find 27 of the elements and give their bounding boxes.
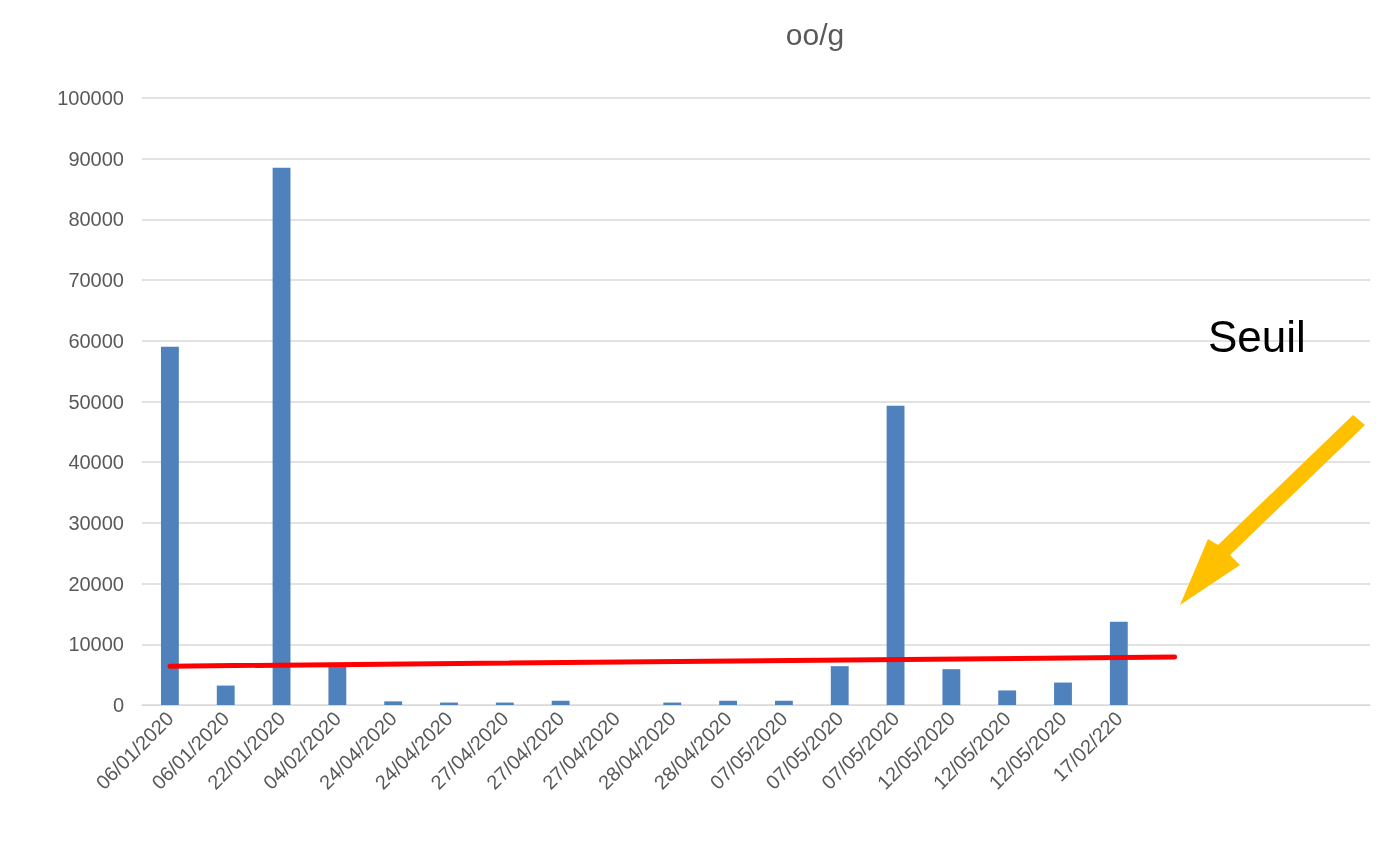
bar (998, 690, 1017, 705)
y-tick-label: 80000 (68, 208, 124, 231)
y-tick-label: 70000 (68, 269, 124, 292)
bar (886, 405, 905, 705)
bar (830, 666, 849, 705)
y-tick-label: 20000 (68, 572, 124, 595)
bar (328, 666, 347, 705)
bar (774, 700, 793, 705)
bar (1054, 682, 1072, 705)
bar (272, 167, 291, 705)
y-tick-label: 100000 (57, 87, 124, 109)
bar (216, 685, 235, 705)
y-tick-label: 30000 (68, 511, 124, 534)
y-tick-label: 90000 (68, 147, 124, 170)
y-tick-label: 60000 (68, 329, 124, 352)
bar (942, 669, 961, 705)
bar (384, 701, 403, 705)
y-tick-label: 10000 (68, 633, 124, 656)
y-tick-label: 0 (112, 694, 124, 716)
bar (160, 346, 179, 705)
chart-title: oo/g (785, 17, 845, 51)
bar (1109, 621, 1128, 705)
annotation: Seuil (1208, 312, 1306, 362)
y-tick-label: 40000 (68, 451, 124, 474)
y-tick-label: 50000 (68, 390, 124, 413)
bar (551, 700, 570, 705)
bar (719, 700, 738, 705)
